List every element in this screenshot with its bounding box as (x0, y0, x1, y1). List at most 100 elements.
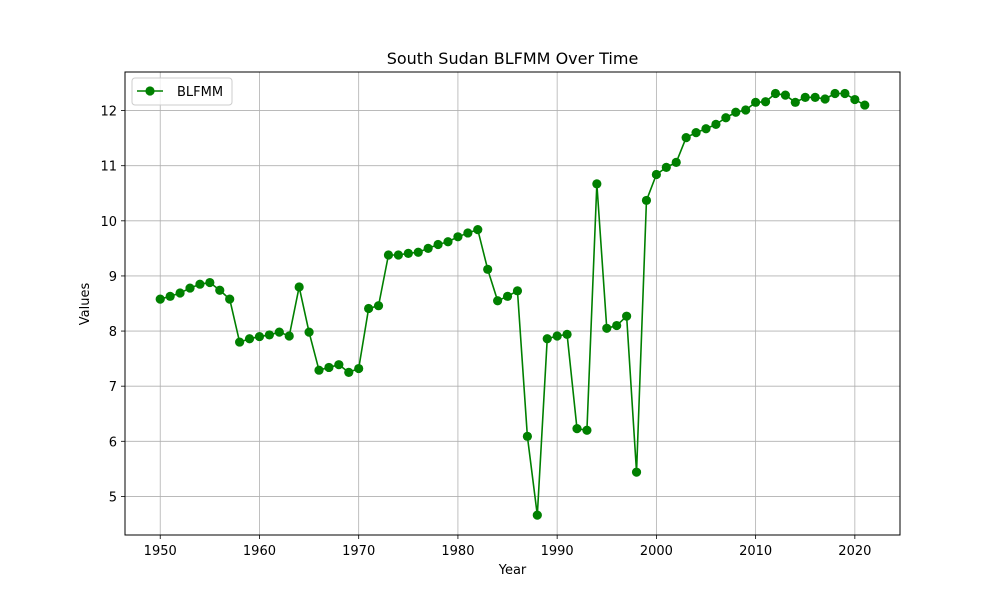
data-point (235, 337, 245, 347)
plot-frame (124, 71, 901, 536)
y-tick-label: 7 (109, 380, 117, 395)
data-point (820, 94, 830, 104)
data-point (552, 331, 562, 341)
data-point (691, 128, 701, 138)
data-point (453, 232, 463, 242)
data-point (185, 283, 195, 293)
grid (125, 72, 900, 535)
data-point (344, 367, 354, 377)
data-point (780, 90, 790, 100)
data-point (304, 327, 314, 337)
data-point (542, 334, 552, 344)
data-point (274, 327, 284, 337)
data-point (165, 291, 175, 301)
y-tick-label: 11 (100, 160, 117, 175)
y-tick-label: 9 (109, 270, 117, 285)
y-tick-label: 6 (109, 435, 117, 450)
data-point (592, 179, 602, 189)
data-point (711, 119, 721, 129)
data-point (830, 88, 840, 99)
data-point (721, 113, 731, 123)
data-point (473, 225, 483, 235)
data-point (413, 247, 423, 257)
data-point (572, 424, 582, 434)
data-point (284, 331, 294, 341)
data-point (433, 239, 443, 250)
data-point (314, 365, 324, 375)
data-point (661, 162, 671, 172)
data-point (264, 330, 274, 340)
data-point (800, 92, 810, 102)
data-point (790, 97, 800, 107)
data-point (602, 323, 612, 333)
data-point (254, 331, 265, 342)
x-tick-label: 2000 (640, 544, 673, 559)
data-point (244, 334, 255, 344)
data-point (383, 250, 394, 260)
x-tick-label: 2020 (838, 544, 871, 559)
data-point (195, 279, 205, 289)
data-point (373, 301, 384, 311)
y-tick-label: 5 (109, 490, 117, 505)
data-point (622, 311, 632, 321)
data-point (294, 282, 304, 292)
data-point (582, 425, 592, 435)
chart-title: South Sudan BLFMM Over Time (387, 49, 639, 68)
data-point (155, 294, 165, 304)
x-tick-label: 1980 (441, 544, 474, 559)
data-point (760, 97, 771, 107)
data-point (701, 124, 711, 134)
data-point (522, 431, 532, 441)
data-point (493, 296, 503, 306)
data-point (810, 92, 820, 102)
y-axis: 5 6 7 8 9 10 11 12 (100, 105, 125, 505)
data-point (225, 294, 235, 304)
data-point (770, 88, 781, 99)
data-point (741, 105, 751, 115)
data-point (651, 169, 661, 180)
data-point (463, 228, 473, 238)
y-axis-label: Values (78, 283, 93, 326)
data-point (334, 360, 344, 370)
data-point (354, 363, 364, 374)
data-point (512, 286, 523, 296)
data-point (483, 264, 493, 274)
data-point (443, 237, 453, 247)
legend-box (131, 77, 233, 106)
legend-marker (145, 86, 155, 96)
data-point (731, 107, 741, 117)
data-point (423, 243, 433, 253)
legend: BLFMM (131, 77, 233, 106)
data-point (502, 291, 513, 301)
data-point (562, 329, 572, 339)
series-layer (155, 88, 870, 520)
data-point (751, 97, 761, 107)
data-point (205, 277, 215, 288)
x-tick-label: 1950 (144, 544, 177, 559)
data-point (532, 510, 542, 520)
data-point (850, 94, 860, 105)
y-tick-label: 12 (100, 105, 117, 120)
data-point (175, 288, 185, 298)
y-tick-label: 8 (109, 325, 117, 340)
data-point (641, 195, 652, 206)
data-point (671, 157, 681, 167)
legend-label: BLFMM (177, 85, 223, 100)
x-tick-label: 1970 (342, 544, 375, 559)
data-point (403, 248, 413, 258)
data-point (324, 362, 334, 373)
data-point (364, 303, 374, 314)
data-point (215, 285, 225, 295)
data-point (840, 88, 850, 99)
x-tick-label: 2010 (739, 544, 772, 559)
x-axis: 1950 1960 1970 1980 1990 2000 2010 2020 (144, 535, 871, 559)
x-tick-label: 1990 (541, 544, 574, 559)
data-point (631, 467, 642, 477)
data-point (612, 320, 622, 331)
data-point (860, 100, 870, 110)
data-point (393, 250, 403, 260)
y-tick-label: 10 (100, 215, 117, 230)
x-axis-label: Year (498, 563, 527, 578)
x-tick-label: 1960 (243, 544, 276, 559)
